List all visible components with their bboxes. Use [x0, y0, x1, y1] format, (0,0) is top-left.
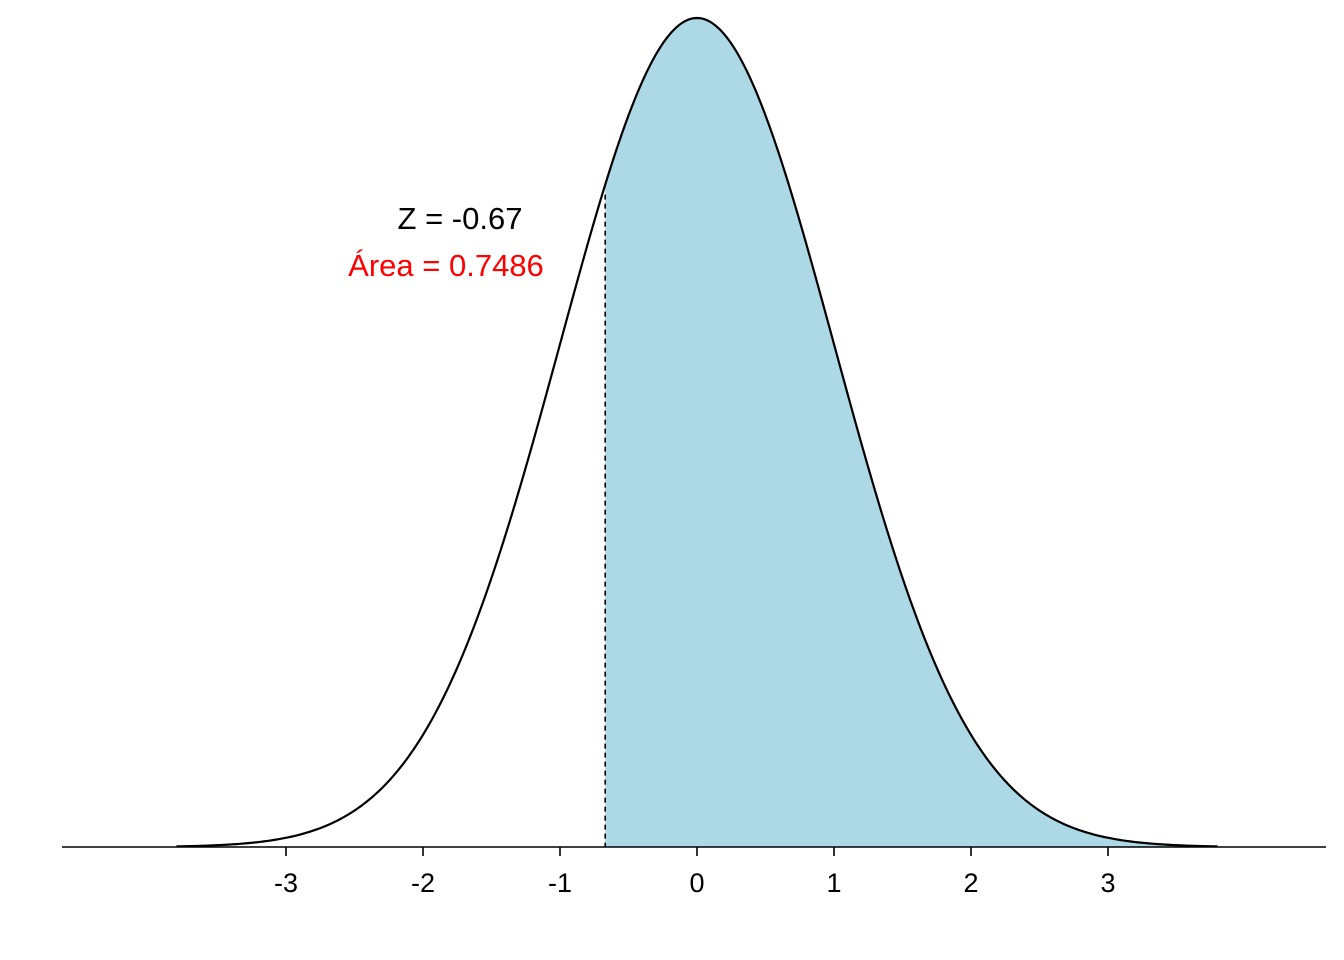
density-curve: [176, 16, 1218, 848]
area-value-label: Área = 0.7486: [348, 248, 544, 283]
x-tick-label: -1: [548, 868, 572, 898]
x-axis-ticks: -3 -2 -1 0 1 2 3: [274, 847, 1116, 898]
x-tick-label: 0: [689, 868, 704, 898]
x-tick-label: 2: [963, 868, 978, 898]
z-value-label: Z = -0.67: [398, 201, 523, 236]
x-tick-label: -2: [411, 868, 435, 898]
x-tick-label: 1: [826, 868, 841, 898]
shaded-area: [605, 18, 1218, 847]
x-tick-label: 3: [1100, 868, 1115, 898]
x-tick-label: -3: [274, 868, 298, 898]
